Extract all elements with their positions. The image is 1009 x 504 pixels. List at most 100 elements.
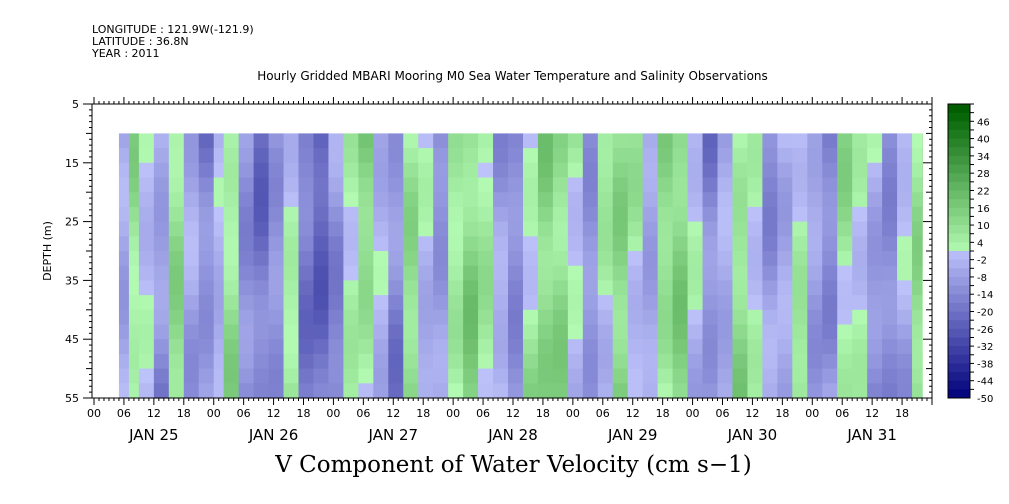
heatmap-cell	[882, 177, 898, 193]
heatmap-cell	[552, 236, 569, 252]
heatmap-cell	[213, 206, 225, 223]
heatmap-cell	[153, 295, 170, 311]
heatmap-cell	[642, 133, 659, 149]
heatmap-cell	[238, 192, 255, 208]
heatmap-cell	[897, 309, 913, 326]
heatmap-cell	[897, 221, 913, 237]
heatmap-cell	[867, 353, 883, 370]
heatmap-cell	[313, 368, 330, 384]
x-tick-label: 06	[596, 407, 610, 420]
y-tick-label: 45	[65, 333, 79, 346]
heatmap-cell	[313, 251, 330, 267]
heatmap-cell	[822, 251, 838, 267]
heatmap-cell	[537, 236, 554, 252]
heatmap-cell	[732, 133, 749, 149]
heatmap-cell	[328, 148, 344, 164]
heatmap-cell	[508, 324, 524, 340]
heatmap-cell	[582, 221, 599, 237]
heatmap-cell	[642, 383, 659, 399]
heatmap-cell	[298, 309, 315, 326]
heatmap-cell	[717, 251, 734, 267]
heatmap-cell	[448, 383, 464, 399]
heatmap-cell	[732, 265, 749, 281]
heatmap-cell	[298, 353, 315, 370]
heatmap-cell	[418, 148, 434, 164]
heatmap-cell	[118, 383, 130, 399]
heatmap-cell	[448, 324, 464, 340]
heatmap-cell	[837, 236, 853, 252]
heatmap-cell	[253, 383, 270, 399]
heatmap-cell	[283, 368, 300, 384]
heatmap-cell	[822, 383, 838, 399]
heatmap-cell	[702, 383, 719, 399]
heatmap-cell	[463, 339, 479, 355]
heatmap-cell	[213, 295, 225, 311]
heatmap-cell	[882, 368, 898, 384]
heatmap-cell	[153, 353, 170, 370]
heatmap-cell	[922, 236, 923, 252]
heatmap-cell	[253, 133, 270, 149]
heatmap-cell	[388, 368, 404, 384]
heatmap-cell	[253, 265, 270, 281]
heatmap-cell	[343, 221, 359, 237]
heatmap-cell	[328, 221, 344, 237]
colorbar-bin	[948, 268, 970, 278]
heatmap-cell	[418, 251, 434, 267]
heatmap-cell	[373, 383, 389, 399]
heatmap-cell	[343, 236, 359, 252]
heatmap-cell	[717, 295, 734, 311]
colorbar-label: -2	[977, 256, 987, 267]
heatmap-cell	[283, 339, 300, 355]
colorbar-bin	[948, 173, 970, 183]
heatmap-cell	[807, 265, 823, 281]
heatmap-cell	[268, 383, 285, 399]
y-axis-label: DEPTH (m)	[41, 221, 54, 281]
heatmap-cell	[403, 192, 419, 208]
heatmap-cell	[882, 265, 898, 281]
heatmap-column	[373, 133, 389, 399]
heatmap-cell	[747, 309, 763, 326]
heatmap-cell	[198, 339, 215, 355]
heatmap-cell	[747, 353, 763, 370]
heatmap-cell	[687, 265, 704, 281]
heatmap-cell	[597, 221, 614, 237]
heatmap-cell	[627, 236, 644, 252]
heatmap-cell	[168, 221, 185, 237]
heatmap-cell	[897, 280, 913, 296]
heatmap-cell	[762, 133, 778, 149]
heatmap-cell	[657, 383, 674, 399]
colorbar-bin	[948, 104, 970, 114]
heatmap-column	[388, 133, 404, 399]
colorbar-bin	[948, 285, 970, 295]
heatmap-cell	[912, 353, 923, 370]
heatmap-cell	[508, 133, 524, 149]
heatmap-cell	[463, 280, 479, 296]
heatmap-cell	[732, 353, 749, 370]
heatmap-cell	[582, 368, 599, 384]
heatmap-cell	[657, 133, 674, 149]
heatmap-cell	[612, 133, 629, 149]
heatmap-cell	[612, 251, 629, 267]
heatmap-cell	[717, 368, 734, 384]
heatmap-cell	[343, 251, 359, 267]
heatmap-cell	[762, 295, 778, 311]
heatmap-cell	[328, 192, 344, 208]
heatmap-cell	[552, 383, 569, 399]
heatmap-cell	[298, 265, 315, 281]
x-tick-label: 06	[476, 407, 490, 420]
heatmap-cell	[552, 221, 569, 237]
heatmap-cell	[657, 295, 674, 311]
heatmap-cell	[732, 324, 749, 340]
heatmap-cell	[867, 221, 883, 237]
heatmap-cell	[522, 192, 539, 208]
heatmap-cell	[582, 295, 599, 311]
heatmap-cell	[687, 295, 704, 311]
heatmap-cell	[183, 309, 200, 326]
x-tick-label: 06	[237, 407, 251, 420]
heatmap-cell	[183, 133, 200, 149]
heatmap-cell	[313, 206, 330, 223]
heatmap-cell	[478, 192, 494, 208]
heatmap-cell	[153, 177, 170, 193]
heatmap-cell	[418, 353, 434, 370]
heatmap-cell	[762, 251, 778, 267]
